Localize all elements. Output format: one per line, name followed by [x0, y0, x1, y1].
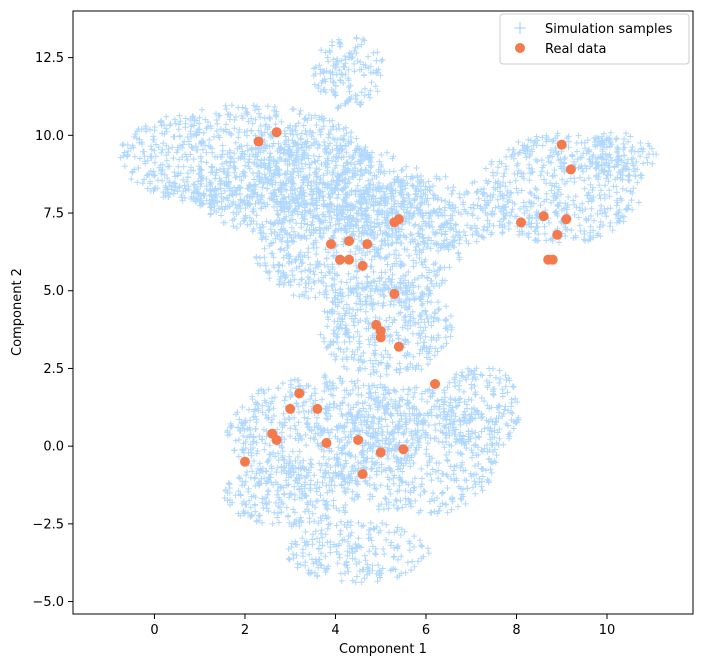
real-data-point	[556, 139, 567, 150]
real-data-point	[393, 214, 404, 225]
legend-plus-icon	[514, 22, 526, 34]
x-tick-label: 2	[241, 623, 249, 638]
y-axis-label: Component 2	[10, 268, 25, 356]
y-tick-label: 2.5	[43, 362, 64, 377]
real-data-point	[312, 403, 323, 414]
y-tick-label: 0.0	[43, 440, 64, 455]
real-data-point	[389, 288, 400, 299]
real-data-point	[321, 438, 332, 449]
real-data-point	[398, 444, 409, 455]
real-data-point	[538, 211, 549, 222]
y-tick-label: 10.0	[35, 129, 64, 144]
real-data-point	[430, 378, 441, 389]
real-data-point	[561, 214, 572, 225]
legend-marker-real	[515, 43, 525, 53]
y-tick-label: 5.0	[43, 284, 64, 299]
x-axis-label: Component 1	[339, 642, 427, 657]
real-data-point	[285, 403, 296, 414]
real-data-point	[325, 239, 336, 250]
real-data-point	[516, 217, 527, 228]
axes: 0 2 4 6 8 10 −5.0 −2.5 0.0 2.5 5.0 7.5 10.0 12.5	[32, 10, 694, 638]
real-data-point	[271, 434, 282, 445]
legend-marker-simulation	[514, 22, 526, 34]
real-data-point	[375, 332, 386, 343]
y-tick-label: 12.5	[35, 51, 64, 66]
axes-frame	[72, 10, 694, 615]
legend: Simulation samples Real data	[499, 13, 690, 65]
x-tick-label: 10	[599, 623, 616, 638]
real-data-point	[344, 236, 355, 247]
real-data-point	[353, 434, 364, 445]
real-data-point	[547, 254, 558, 265]
real-data-point	[357, 260, 368, 271]
x-tick-label: 0	[150, 623, 158, 638]
legend-label-simulation: Simulation samples	[545, 22, 673, 37]
real-data-point	[294, 388, 305, 399]
real-data-point	[253, 136, 264, 147]
x-tick-label: 6	[422, 623, 430, 638]
real-data-point	[375, 447, 386, 458]
plot-area	[117, 34, 660, 586]
x-tick-label: 4	[331, 623, 339, 638]
x-tick-label: 8	[512, 623, 520, 638]
real-data-point	[271, 127, 282, 138]
real-data-point	[362, 239, 373, 250]
real-data-point	[357, 469, 368, 480]
y-tick-label: −5.0	[32, 595, 64, 610]
y-tick-label: −2.5	[32, 517, 64, 532]
y-tick-label: 7.5	[43, 207, 64, 222]
real-data-point	[565, 164, 576, 175]
real-data-point	[393, 341, 404, 352]
real-data-point	[552, 229, 563, 240]
legend-label-real: Real data	[545, 42, 606, 57]
real-data-point	[335, 254, 346, 265]
simulation-samples-markers	[117, 34, 660, 586]
legend-frame	[499, 13, 690, 65]
real-data-point	[239, 456, 250, 467]
real-data-point	[344, 254, 355, 265]
